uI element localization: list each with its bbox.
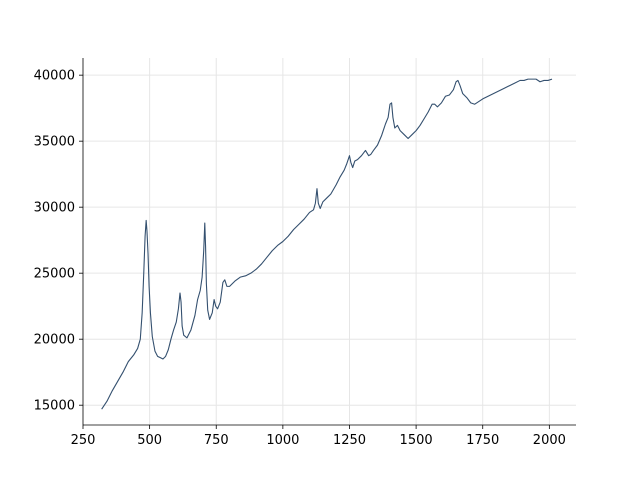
x-tick-label: 1500	[400, 433, 433, 448]
y-tick-label: 25000	[34, 267, 75, 282]
x-tick-label: 1250	[333, 433, 366, 448]
grid-lines	[83, 58, 576, 425]
x-tick-label: 750	[204, 433, 229, 448]
y-tick-label: 30000	[34, 201, 75, 216]
x-tick-label: 1000	[266, 433, 299, 448]
x-tick-label: 2000	[533, 433, 566, 448]
y-tick-label: 20000	[34, 333, 75, 348]
y-tick-label: 35000	[34, 135, 75, 150]
x-tick-label: 1750	[466, 433, 499, 448]
y-axis-ticks: 15000 20000 25000 30000 35000 40000	[34, 69, 83, 414]
y-tick-label: 40000	[34, 69, 75, 84]
plot-area	[101, 78, 553, 410]
y-tick-label: 15000	[34, 399, 75, 414]
x-axis-ticks: 250 500 750 1000 1250 1500 1750 2000	[71, 425, 566, 448]
series-line	[101, 78, 553, 410]
x-tick-label: 250	[71, 433, 96, 448]
x-tick-label: 500	[137, 433, 162, 448]
axes	[82, 58, 576, 426]
